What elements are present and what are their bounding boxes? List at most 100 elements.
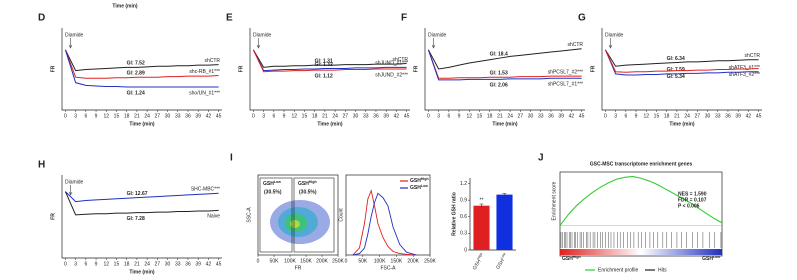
series-name: SHC-MBC*** xyxy=(191,187,220,193)
series-line xyxy=(427,49,582,79)
x-tick-label: 39 xyxy=(735,113,741,119)
x-tick-label: 3 xyxy=(614,113,617,119)
x-tick-label: 18 xyxy=(312,113,318,119)
x-tick-label: 24 xyxy=(332,113,338,119)
series-name: shCTR xyxy=(392,57,408,63)
x-tick-label: 15 xyxy=(114,113,120,119)
x-axis-label: FSC-A xyxy=(381,265,397,271)
gi-label: GI: 1.24 xyxy=(127,90,145,96)
histogram-line xyxy=(352,189,417,256)
x-tick-label: 21 xyxy=(134,261,140,267)
legend-label: Hits xyxy=(658,267,667,273)
x-tick-label: 6 xyxy=(624,113,627,119)
treatment-arrow xyxy=(431,38,436,49)
panel-letter: J xyxy=(538,153,544,164)
gate-percent: (30.5%) xyxy=(264,189,282,195)
x-tick-label-sup: Low xyxy=(500,252,507,260)
gate-high xyxy=(293,177,335,253)
gate-label: GSHHigh xyxy=(298,180,317,187)
x-tick-label: 6 xyxy=(84,261,87,267)
gate-percent: (30.5%) xyxy=(299,189,317,195)
rank-end-label-sup: Low xyxy=(713,255,720,259)
x-tick-label: 45 xyxy=(216,113,222,119)
series-line xyxy=(64,49,219,79)
plot-frame xyxy=(257,174,339,256)
gsea-stat: NES = 1.590 xyxy=(678,191,707,197)
x-tick-label: 15 xyxy=(654,113,660,119)
rank-end-label-sup: High xyxy=(573,255,581,259)
x-tick-label: 27 xyxy=(155,261,161,267)
treatment-label: Diamide xyxy=(253,32,272,38)
y-axis-label: Count xyxy=(338,208,344,222)
gate-label-base: GSH xyxy=(263,181,274,187)
x-tick-label: 0 xyxy=(604,113,607,119)
x-tick-label: 33 xyxy=(715,113,721,119)
gi-label: GI: 7.52 xyxy=(127,61,145,67)
x-tick-label: 12 xyxy=(291,113,297,119)
gi-label: GI: 6.34 xyxy=(667,56,685,62)
x-tick-label: 27 xyxy=(695,113,701,119)
series-name: shc-RB_#1*** xyxy=(189,69,220,75)
x-tick-label: 6 xyxy=(272,113,275,119)
rank-end-label-base: GSH xyxy=(702,256,713,262)
significance: ** xyxy=(480,197,484,203)
series-name: shCTR xyxy=(204,58,220,64)
x-tick-label: 18 xyxy=(124,113,130,119)
x-tick-label: 30 xyxy=(165,261,171,267)
y-axis-label: Enrichment score xyxy=(551,181,557,220)
x-tick-label: 24 xyxy=(507,113,513,119)
x-tick-label: 15 xyxy=(114,261,120,267)
x-tick-label: 30 xyxy=(705,113,711,119)
treatment-arrow xyxy=(608,38,613,49)
x-tick-label: 45 xyxy=(216,261,222,267)
x-tick-label: 3 xyxy=(437,113,440,119)
x-tick-label: 39 xyxy=(383,113,389,119)
series-name: Naive xyxy=(207,214,220,220)
x-tick-label: 39 xyxy=(195,261,201,267)
x-tick-label: 0 xyxy=(64,261,67,267)
error-bar xyxy=(479,203,484,208)
top-axis-label: Time (min) xyxy=(112,3,138,9)
x-axis-label: Time (min) xyxy=(129,121,155,127)
treatment-arrow xyxy=(68,38,73,49)
x-tick-label: 24 xyxy=(684,113,690,119)
panel-letter: H xyxy=(38,160,45,171)
gsea-title: GSC-MSC transcriptome enrichment genes xyxy=(590,161,693,167)
series-name: shATF3_#2*** xyxy=(729,72,760,78)
x-tick-label-base: GSH xyxy=(496,258,507,271)
gate-label-sup: Low xyxy=(274,180,281,184)
x-tick-label: 42 xyxy=(206,113,212,119)
x-tick-label: 250K xyxy=(424,258,436,264)
x-tick-label: 12 xyxy=(466,113,472,119)
axes xyxy=(61,28,222,111)
x-tick-label: 42 xyxy=(746,113,752,119)
gi-label: GI: 18.4 xyxy=(490,51,508,57)
series-line xyxy=(427,48,582,70)
x-tick-label-base: GSH xyxy=(472,259,483,272)
treatment-label: Diamide xyxy=(605,32,624,38)
x-tick-label: 150K xyxy=(300,258,312,264)
gate-label: GSHLow xyxy=(263,180,281,187)
axes xyxy=(424,28,585,111)
x-tick-label: 39 xyxy=(558,113,564,119)
x-tick-label: 30 xyxy=(165,113,171,119)
series-line xyxy=(252,49,407,72)
rank-end-label: GSHLow xyxy=(702,255,720,262)
x-tick-label: 9 xyxy=(458,113,461,119)
x-tick-label: 21 xyxy=(674,113,680,119)
series-line xyxy=(64,191,219,216)
x-tick-label: 24 xyxy=(144,113,150,119)
x-tick-label: 36 xyxy=(185,113,191,119)
x-tick-label: 36 xyxy=(185,261,191,267)
x-tick-label: 33 xyxy=(363,113,369,119)
flow-density xyxy=(270,200,330,244)
axes xyxy=(61,175,222,259)
x-tick-label: 18 xyxy=(664,113,670,119)
x-tick-label: 100K xyxy=(374,258,386,264)
gi-label: GI: 1.31 xyxy=(315,59,333,65)
x-tick-label: 33 xyxy=(175,261,181,267)
gi-label: GI: 12.67 xyxy=(127,191,148,197)
treatment-arrow xyxy=(256,38,261,49)
series-line xyxy=(604,49,759,73)
x-tick-label: 27 xyxy=(155,113,161,119)
